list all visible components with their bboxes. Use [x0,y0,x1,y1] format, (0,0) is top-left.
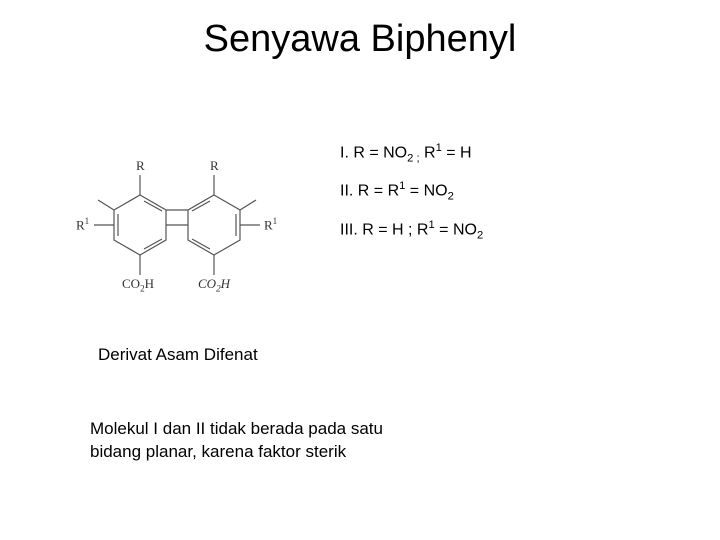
body-line-1: Molekul I dan II tidak berada pada satu [90,418,383,441]
legend-line-2: II. R = R1 = NO2 [340,178,483,206]
label-co2h-left: CO2H [122,276,154,294]
legend-block: I. R = NO2 ; R1 = H II. R = R1 = NO2 III… [340,140,483,255]
label-r-right: R [210,158,219,174]
label-r1-left: R1 [76,216,89,233]
legend-line-1: I. R = NO2 ; R1 = H [340,140,483,168]
body-text: Molekul I dan II tidak berada pada satu … [90,418,383,464]
legend-line-3: III. R = H ; R1 = NO2 [340,217,483,245]
label-co2h-right: CO2H [198,276,230,294]
chemical-structure: R R R1 R1 CO2H CO2H [60,150,320,310]
structure-caption: Derivat Asam Difenat [98,345,258,365]
page-title: Senyawa Biphenyl [0,18,720,61]
body-line-2: bidang planar, karena faktor sterik [90,441,383,464]
label-r1-right: R1 [264,216,277,233]
label-r-left: R [136,158,145,174]
